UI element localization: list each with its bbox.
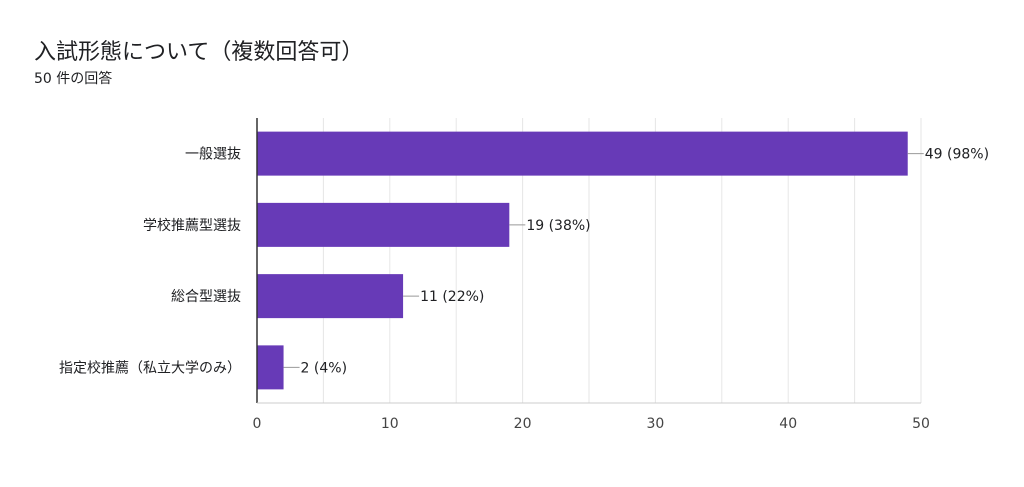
axes: 0 10 20 30 40 50 — [253, 118, 930, 432]
x-tick-label: 0 — [253, 416, 262, 432]
x-tick-label: 20 — [514, 416, 532, 432]
bar — [257, 131, 908, 176]
bar — [257, 345, 284, 390]
bars — [257, 131, 908, 390]
response-count: 50 件の回答 — [34, 71, 113, 87]
category-label: 一般選抜 — [185, 147, 241, 163]
x-tick-label: 30 — [646, 416, 664, 432]
x-tick-label: 50 — [912, 416, 930, 432]
x-tick-label: 10 — [381, 416, 399, 432]
category-label: 指定校推薦（私立大学のみ） — [59, 359, 241, 376]
labels: 一般選抜 49 (98%) 学校推薦型選抜 19 (38%) 総合型選抜 11 (22%)… — [59, 147, 989, 377]
bar — [257, 202, 510, 247]
chart-title: 入試形態について（複数回答可） — [34, 40, 364, 65]
x-tick-label: 40 — [779, 416, 797, 432]
category-label: 総合型選抜 — [171, 289, 241, 305]
data-label: 11 (22%) — [420, 289, 484, 305]
data-label: 2 (4%) — [301, 360, 348, 376]
data-label: 49 (98%) — [925, 147, 989, 163]
data-label: 19 (38%) — [526, 218, 590, 234]
bar — [257, 274, 404, 319]
category-label: 学校推薦型選抜 — [143, 217, 241, 234]
